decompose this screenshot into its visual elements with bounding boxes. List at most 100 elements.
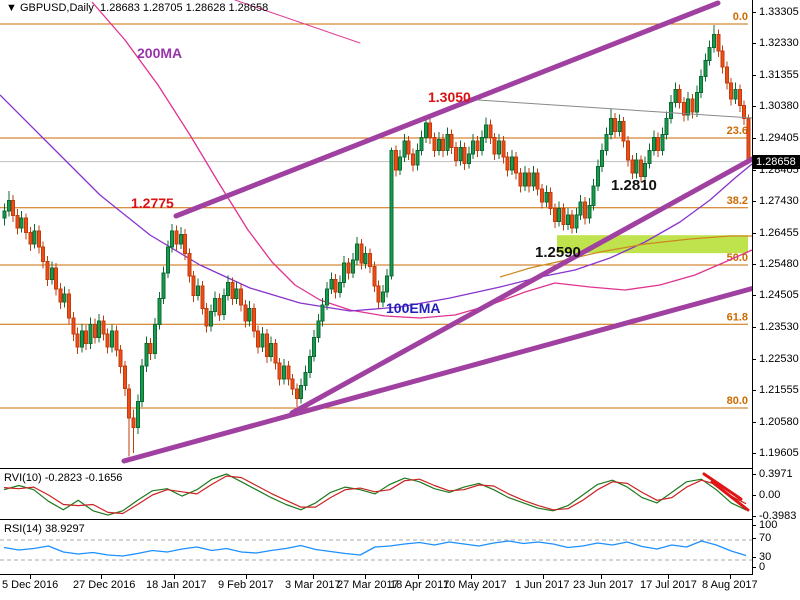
- price-axis-label: 1.21555: [759, 384, 799, 396]
- price-axis-label: 1.27430: [759, 195, 799, 207]
- price-axis-label: 1.32330: [759, 37, 799, 49]
- chart-title: ▼ GBPUSD,Daily 1.28683 1.28705 1.28628 1…: [6, 2, 268, 14]
- date-tick: [418, 575, 419, 579]
- rvi-indicator-panel[interactable]: RVI(10) -0.2823 -0.1656: [0, 469, 752, 520]
- rsi-axis-label: 0: [759, 561, 766, 573]
- date-axis-label: 8 Aug 2017: [702, 579, 758, 591]
- rsi-line: [3, 540, 747, 557]
- price-axis-label: 1.22530: [759, 353, 799, 365]
- svg-text:80.0: 80.0: [727, 395, 748, 407]
- date-tick: [174, 575, 175, 579]
- rvi-axis-label: 0.00: [759, 489, 781, 501]
- price-axis-label: 1.33305: [759, 6, 799, 18]
- lower-channel-trendline[interactable]: [121, 285, 752, 464]
- rsi-axis-label: 100: [759, 519, 778, 531]
- ma200-line: [91, 1, 752, 319]
- date-tick: [30, 575, 31, 579]
- date-axis-label: 27 Mar 2017: [337, 579, 399, 591]
- rvi-drawn-trendline[interactable]: [702, 472, 743, 501]
- rvi-drawn-trendline[interactable]: [710, 480, 750, 512]
- price-axis-label: 1.26455: [759, 227, 799, 239]
- date-tick: [471, 575, 472, 579]
- date-tick: [101, 575, 102, 579]
- rsi-axis-label: 70: [759, 532, 772, 544]
- ohlc-values: 1.28683 1.28705 1.28628 1.28658: [100, 2, 269, 14]
- chart-annotation: 100EMA: [386, 300, 440, 316]
- axis-tick: [752, 557, 756, 558]
- time-axis[interactable]: 5 Dec 2016 27 Dec 2016 18 Jan 2017 9 Feb 20…: [0, 575, 800, 600]
- chart-annotation: 200MA: [137, 45, 182, 61]
- date-axis-label: 27 Dec 2016: [73, 579, 136, 591]
- axis-tick: [752, 264, 756, 265]
- ema100-line: [0, 94, 752, 312]
- svg-text:23.6: 23.6: [727, 125, 748, 137]
- axis-tick: [752, 75, 756, 76]
- fib-level: 0.0: [0, 11, 748, 25]
- axis-tick: [752, 422, 756, 423]
- axis-tick: [752, 233, 756, 234]
- axis-tick: [752, 453, 756, 454]
- axis-tick: [752, 516, 756, 517]
- axis-tick: [752, 474, 756, 475]
- date-tick: [601, 575, 602, 579]
- rvi-axis-label: 0.3971: [759, 468, 793, 480]
- date-tick: [730, 575, 731, 579]
- chart-annotation: 1.3050: [428, 89, 471, 105]
- axis-tick: [752, 106, 756, 107]
- rvi-chart[interactable]: [0, 469, 752, 519]
- axis-tick: [752, 138, 756, 139]
- date-tick: [313, 575, 314, 579]
- symbol-marker-icon: ▼: [6, 2, 17, 14]
- chart-annotation: 1.2810: [611, 177, 657, 194]
- axis-tick: [752, 43, 756, 44]
- rvi-axis-label: -0.3983: [759, 510, 797, 522]
- date-axis-label: 3 Mar 2017: [285, 579, 341, 591]
- price-axis-label: 1.20580: [759, 416, 799, 428]
- axis-tick: [752, 390, 756, 391]
- fib-level: 38.2: [0, 195, 748, 209]
- price-axis-label: 1.24505: [759, 289, 799, 301]
- date-axis-label: 10 May 2017: [443, 579, 507, 591]
- date-axis-label: 5 Dec 2016: [2, 579, 59, 591]
- axis-tick: [752, 327, 756, 328]
- svg-text:0.0: 0.0: [733, 11, 748, 23]
- date-tick: [365, 575, 366, 579]
- candlestick-chart[interactable]: 0.0 23.6 38.2 50.0 61.8 80.0 200MA 1.3050 1.2775…: [0, 0, 752, 468]
- date-tick: [543, 575, 544, 579]
- date-axis-label: 18 Jan 2017: [146, 579, 207, 591]
- price-axis-label: 1.31355: [759, 69, 799, 81]
- grey-resistance-trendline[interactable]: [477, 99, 752, 119]
- pink-trendline-segment[interactable]: [234, 0, 361, 44]
- axis-tick: [752, 295, 756, 296]
- chart-annotation: 1.2775: [131, 195, 174, 211]
- axis-border-line: [752, 0, 753, 575]
- price-axis-label: 1.30380: [759, 100, 799, 112]
- upper-channel-trendline[interactable]: [173, 0, 721, 219]
- mid-support-trendline[interactable]: [289, 156, 752, 416]
- price-axis-label: 1.23530: [759, 321, 799, 333]
- chart-annotation: 1.2590: [535, 244, 581, 261]
- svg-text:50.0: 50.0: [727, 252, 748, 264]
- date-axis-label: 1 Jun 2017: [515, 579, 570, 591]
- date-axis-label: 17 Jul 2017: [640, 579, 697, 591]
- date-axis-label: 18 Apr 2017: [390, 579, 450, 591]
- axis-tick: [752, 567, 756, 568]
- date-axis-label: 23 Jun 2017: [573, 579, 634, 591]
- rvi-signal-line: [3, 475, 747, 515]
- price-axis-label: 1.19605: [759, 447, 799, 459]
- axis-tick: [752, 525, 756, 526]
- svg-text:61.8: 61.8: [727, 311, 748, 323]
- rsi-axis-label: 30: [759, 551, 772, 563]
- svg-text:38.2: 38.2: [727, 195, 748, 207]
- rvi-main-line: [3, 473, 747, 516]
- date-tick: [246, 575, 247, 579]
- axis-tick: [752, 170, 756, 171]
- main-price-panel[interactable]: 0.0 23.6 38.2 50.0 61.8 80.0 200MA 1.3050 1.2775…: [0, 0, 752, 469]
- price-axis[interactable]: 1.33305 1.32330 1.31355 1.30380 1.29405 1.284…: [752, 0, 800, 575]
- rvi-label: RVI(10) -0.2823 -0.1656: [4, 472, 123, 484]
- axis-tick: [752, 495, 756, 496]
- axis-tick: [752, 538, 756, 539]
- rsi-indicator-panel[interactable]: RSI(14) 38.9297: [0, 520, 752, 575]
- rsi-chart[interactable]: [0, 520, 752, 574]
